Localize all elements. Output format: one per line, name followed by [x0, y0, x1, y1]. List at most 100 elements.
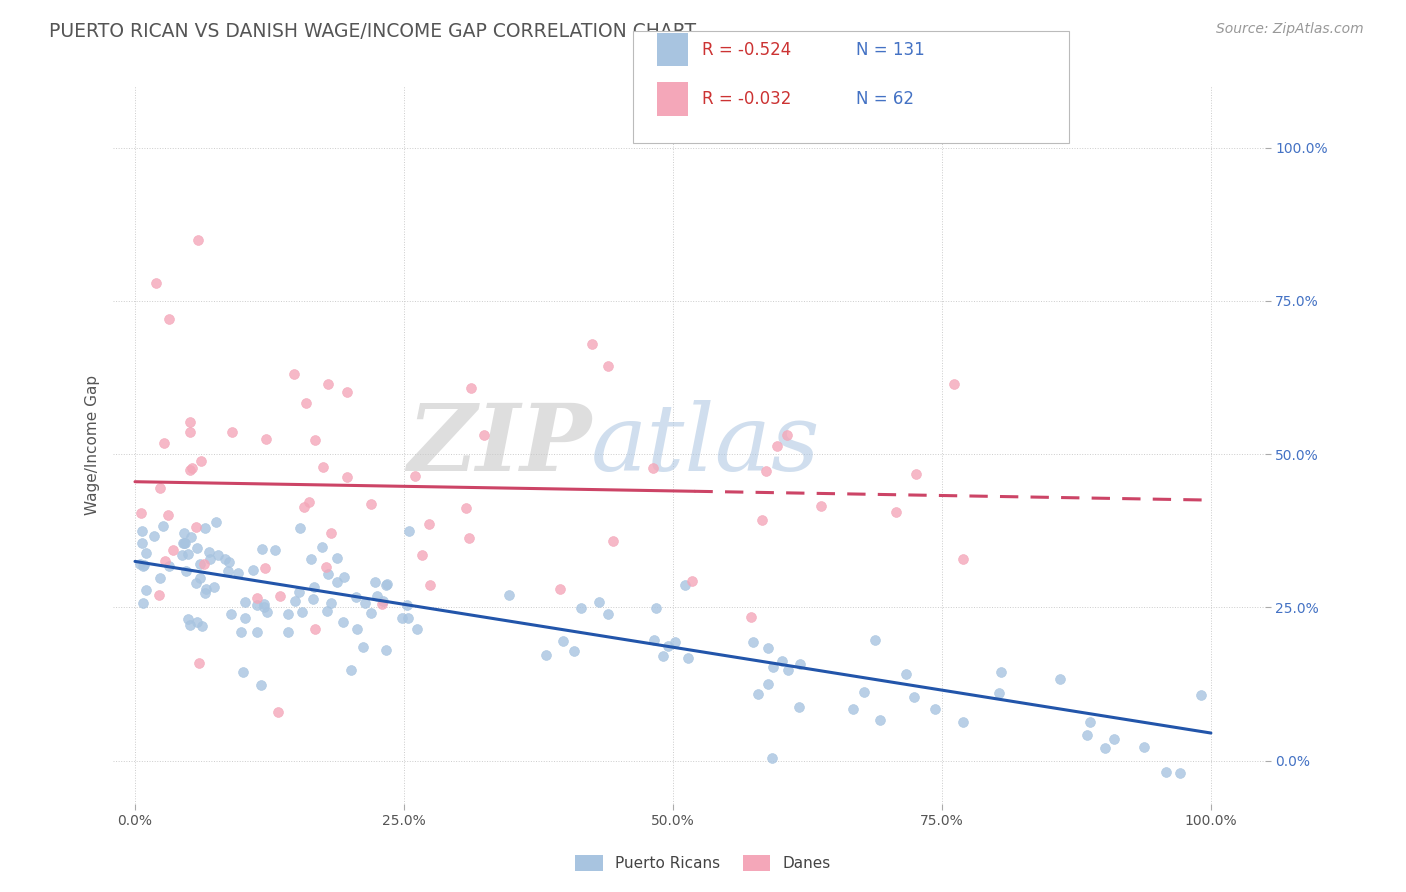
Point	[195, 582, 218, 596]
Point	[339, 664, 361, 678]
Point	[346, 622, 368, 636]
Text: ZIP: ZIP	[406, 400, 592, 490]
Point	[675, 578, 697, 592]
Point	[1154, 764, 1177, 779]
Point	[173, 536, 195, 550]
Point	[375, 642, 398, 657]
Point	[246, 598, 269, 612]
Point	[186, 541, 208, 556]
Point	[177, 612, 200, 626]
Point	[254, 432, 277, 446]
Point	[304, 434, 326, 448]
Point	[180, 530, 202, 544]
Point	[375, 577, 398, 591]
Text: R = -0.032: R = -0.032	[702, 90, 792, 108]
Text: R = -0.524: R = -0.524	[702, 40, 790, 59]
Point	[404, 469, 426, 483]
Point	[190, 454, 212, 468]
Text: N = 131: N = 131	[856, 40, 925, 59]
Point	[226, 566, 249, 581]
Point	[319, 525, 342, 540]
Point	[598, 359, 620, 374]
Point	[498, 587, 520, 601]
Point	[755, 464, 778, 478]
Point	[751, 513, 773, 527]
Point	[1094, 740, 1116, 755]
Point	[789, 657, 811, 672]
Point	[602, 533, 624, 548]
Point	[810, 499, 832, 513]
Point	[903, 690, 925, 705]
Point	[134, 558, 156, 573]
Point	[1189, 688, 1212, 702]
Point	[853, 685, 876, 699]
Point	[283, 367, 305, 381]
Point	[246, 591, 269, 605]
Point	[758, 641, 780, 656]
Point	[181, 461, 204, 475]
Point	[332, 569, 354, 583]
Point	[1076, 728, 1098, 742]
Point	[229, 625, 252, 640]
Point	[1049, 672, 1071, 686]
Point	[474, 428, 496, 442]
Point	[288, 521, 311, 535]
Point	[135, 545, 157, 559]
Point	[419, 578, 441, 592]
Point	[664, 635, 686, 649]
Point	[172, 535, 194, 549]
Point	[396, 599, 419, 613]
Point	[194, 586, 217, 600]
Point	[135, 582, 157, 597]
Point	[188, 557, 211, 571]
Point	[418, 516, 440, 531]
Point	[193, 557, 215, 571]
Point	[277, 607, 299, 621]
Point	[276, 625, 298, 640]
Point	[990, 665, 1012, 679]
Point	[787, 700, 810, 714]
Point	[191, 619, 214, 633]
Point	[131, 524, 153, 539]
Point	[242, 563, 264, 577]
Point	[315, 560, 337, 574]
Point	[177, 547, 200, 561]
Point	[131, 536, 153, 550]
Point	[371, 597, 394, 611]
Point	[148, 588, 170, 602]
Point	[770, 654, 793, 668]
Point	[326, 550, 349, 565]
Point	[179, 425, 201, 439]
Point	[371, 594, 394, 608]
Point	[263, 542, 285, 557]
Point	[1104, 731, 1126, 746]
Point	[316, 567, 339, 582]
Point	[548, 582, 571, 597]
Point	[131, 559, 153, 574]
Point	[202, 580, 225, 594]
Point	[643, 633, 665, 648]
Point	[645, 601, 668, 615]
Point	[194, 520, 217, 534]
Point	[364, 575, 387, 590]
Point	[398, 610, 420, 624]
Point	[157, 312, 180, 326]
Point	[375, 578, 398, 592]
Point	[336, 470, 359, 484]
Point	[952, 551, 974, 566]
Point	[316, 604, 339, 618]
Point	[132, 596, 155, 610]
Point	[454, 501, 477, 516]
Point	[869, 713, 891, 727]
Point	[233, 611, 256, 625]
Point	[232, 665, 254, 679]
Point	[326, 574, 349, 589]
Text: atlas: atlas	[592, 400, 821, 490]
Point	[1080, 714, 1102, 729]
Point	[302, 580, 325, 594]
Point	[256, 605, 278, 619]
Point	[569, 601, 592, 615]
Point	[894, 666, 917, 681]
Text: Source: ZipAtlas.com: Source: ZipAtlas.com	[1216, 22, 1364, 37]
Point	[253, 561, 276, 575]
